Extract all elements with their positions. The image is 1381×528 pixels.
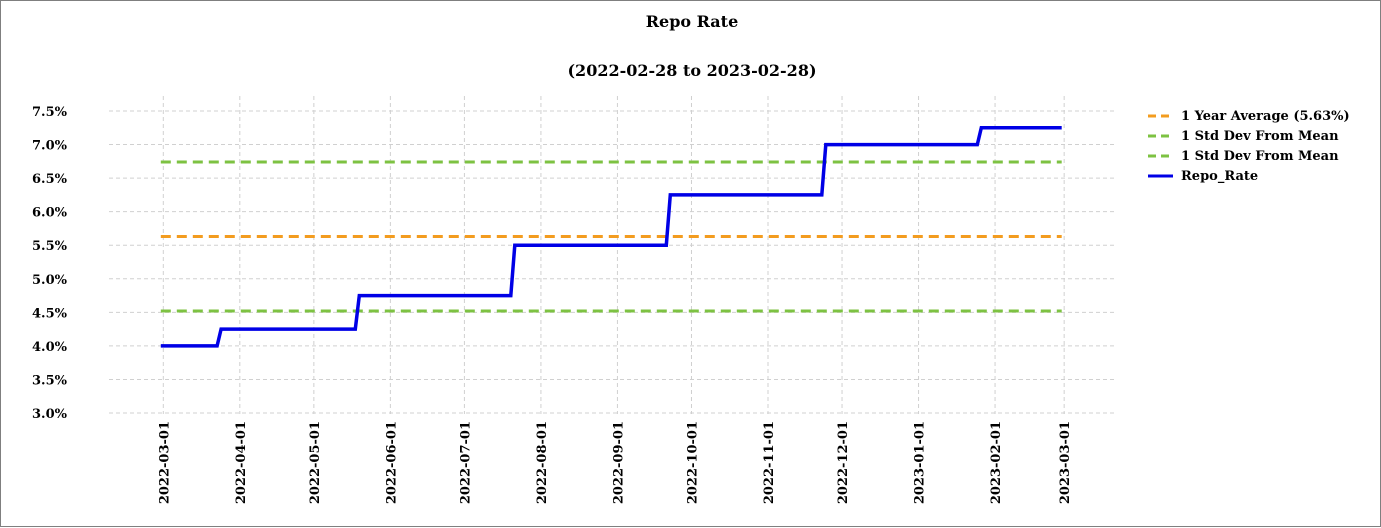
- series-layer: [160, 126, 1062, 348]
- x-tick-label: 2022-08-01: [535, 421, 550, 504]
- legend-label: 1 Year Average (5.63%): [1181, 109, 1350, 124]
- x-tick-label: 2022-12-01: [836, 421, 851, 504]
- x-tick-label: 2022-06-01: [384, 421, 399, 504]
- grid-layer: [109, 96, 1116, 414]
- chart-title: Repo Rate: [646, 12, 739, 31]
- y-tick-label: 6.0%: [32, 206, 68, 221]
- x-tick-label: 2022-05-01: [308, 421, 323, 504]
- x-tick-label: 2022-03-01: [157, 421, 172, 504]
- chart-subtitle: (2022-02-28 to 2023-02-28): [567, 61, 816, 80]
- y-tick-label: 5.5%: [32, 239, 68, 254]
- series-line: [160, 126, 1062, 348]
- x-tick-label: 2022-07-01: [458, 421, 473, 504]
- y-tick-label: 4.0%: [32, 340, 68, 355]
- x-tick-label: 2023-02-01: [989, 421, 1004, 504]
- x-tick-label: 2022-09-01: [611, 421, 626, 504]
- legend-label: 1 Std Dev From Mean: [1181, 149, 1339, 164]
- x-tick-label: 2023-01-01: [913, 421, 928, 504]
- y-axis-ticks: 3.0% 3.5% 4.0% 4.5% 5.0% 5.5% 6.0% 6.5% 7.0% 7.5%: [32, 105, 68, 422]
- y-tick-label: 5.0%: [32, 273, 68, 288]
- y-tick-label: 3.0%: [32, 407, 68, 422]
- x-tick-label: 2023-03-01: [1058, 421, 1073, 504]
- y-tick-label: 3.5%: [32, 373, 68, 388]
- x-tick-label: 2022-11-01: [762, 421, 777, 504]
- x-tick-label: 2022-10-01: [685, 421, 700, 504]
- legend-label: Repo_Rate: [1181, 169, 1258, 184]
- y-tick-label: 7.0%: [32, 139, 68, 154]
- y-tick-label: 6.5%: [32, 172, 68, 187]
- legend-label: 1 Std Dev From Mean: [1181, 129, 1339, 144]
- y-tick-label: 7.5%: [32, 105, 68, 120]
- x-tick-label: 2022-04-01: [234, 421, 249, 504]
- y-tick-label: 4.5%: [32, 306, 68, 321]
- legend: 1 Year Average (5.63%) 1 Std Dev From Mea…: [1148, 109, 1350, 184]
- x-axis-ticks: 2022-03-01 2022-04-01 2022-05-01 2022-06-01…: [157, 421, 1073, 504]
